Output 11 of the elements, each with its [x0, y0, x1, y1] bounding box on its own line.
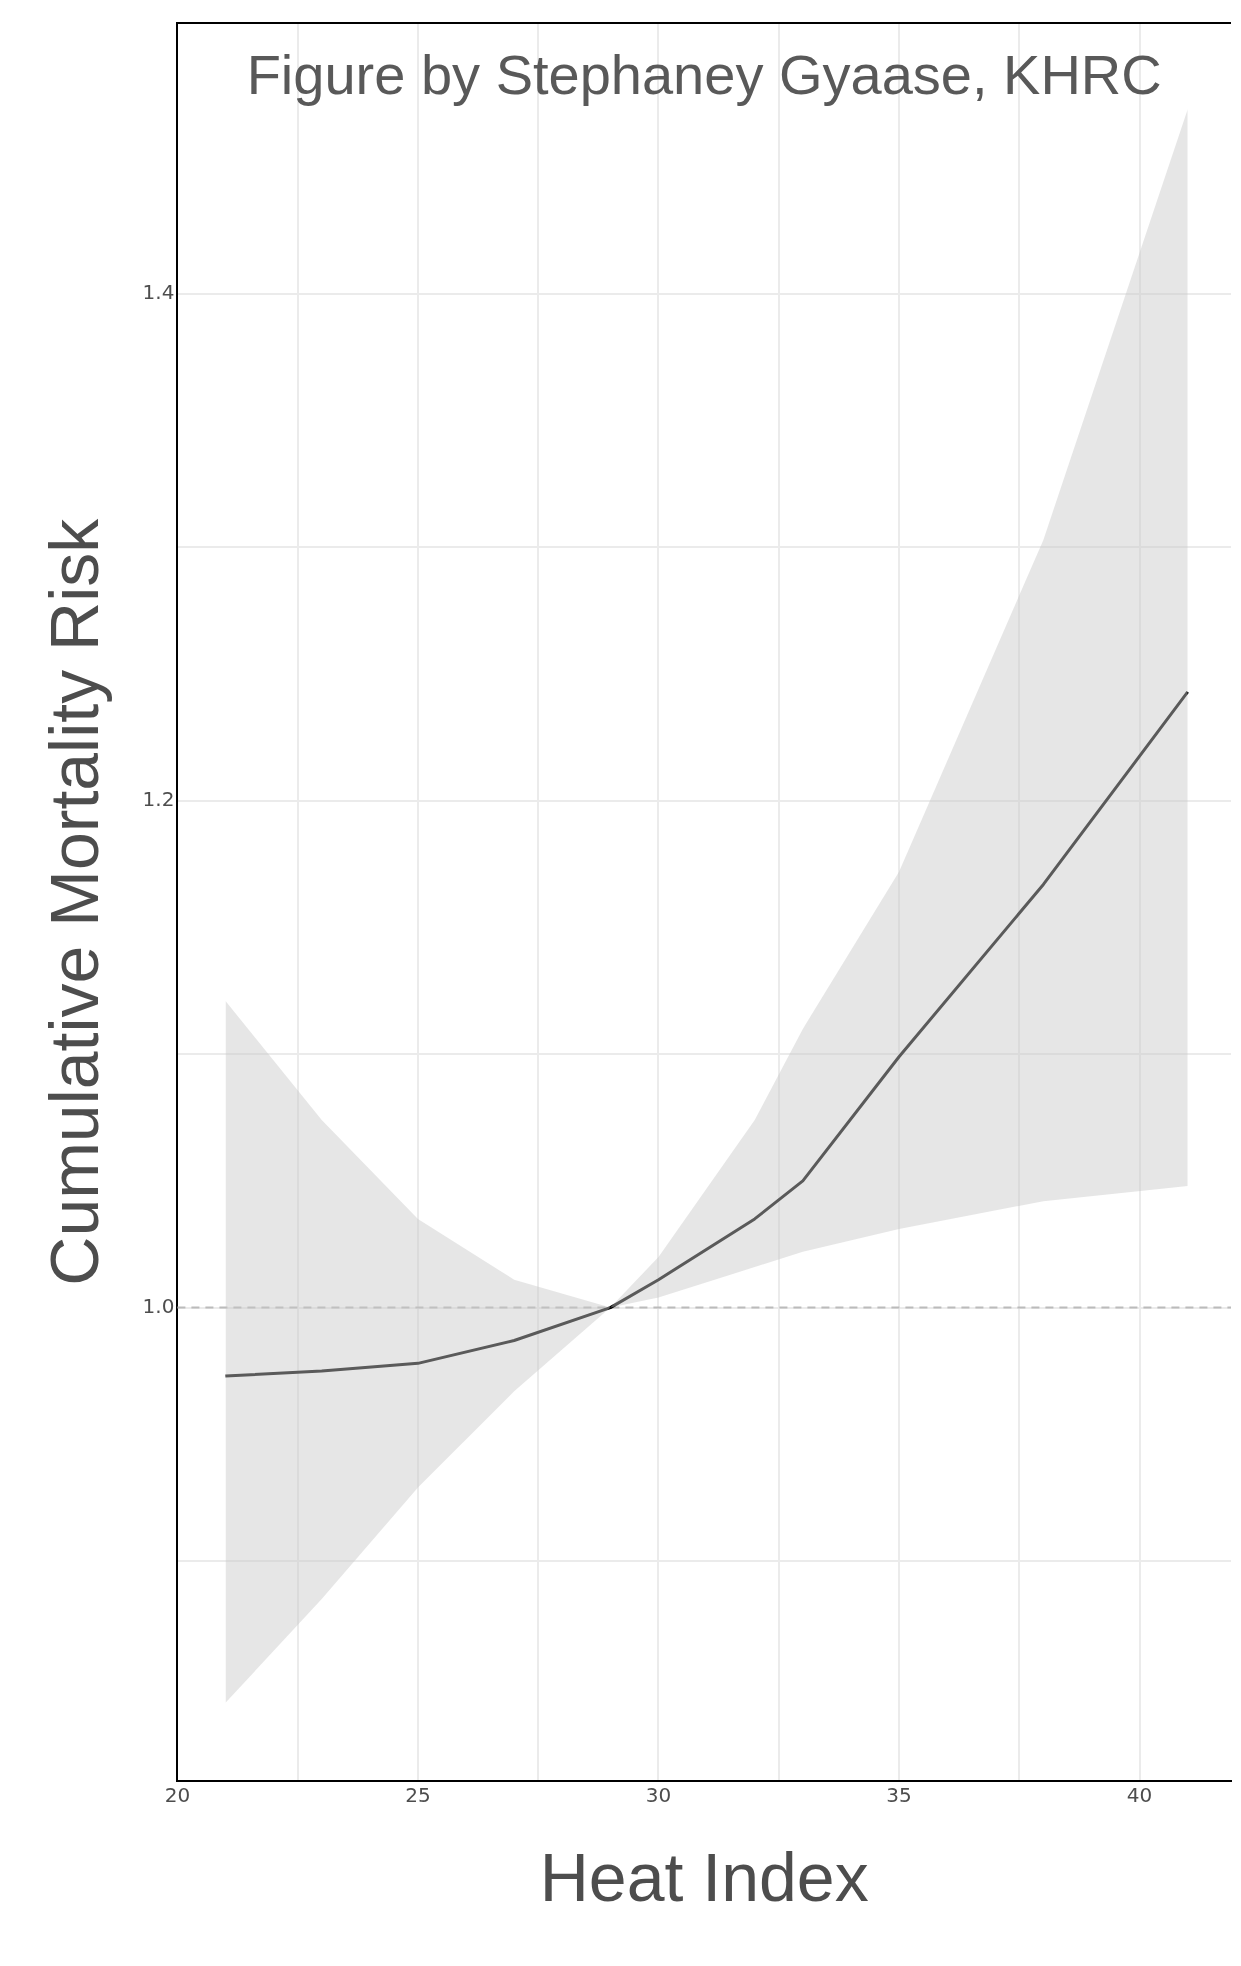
x-tick-label: 25	[405, 1782, 431, 1807]
annotation: Figure by Stephaney Gyaase, KHRC	[246, 43, 1162, 107]
x-tick-label: 30	[645, 1782, 672, 1807]
y-tick-label: 1.4	[142, 280, 175, 305]
x-tick-label: 35	[886, 1782, 912, 1807]
y-tick-label: 1.2	[142, 787, 175, 812]
x-tick-label: 20	[164, 1782, 191, 1807]
y-axis-title: Cumulative Mortality Risk	[35, 517, 112, 1286]
x-tick-label: 40	[1126, 1782, 1153, 1807]
y-tick-label: 1.0	[142, 1293, 175, 1318]
x-axis-title: Heat Index	[539, 1838, 869, 1915]
